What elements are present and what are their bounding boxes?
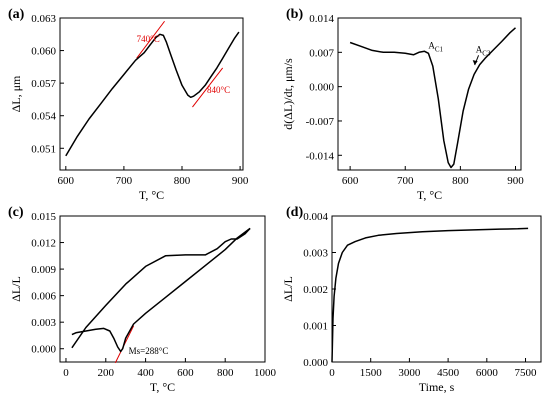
- y-tick-label: 0.057: [31, 78, 56, 90]
- series-line: [65, 31, 240, 157]
- panel-label: (d): [286, 205, 303, 220]
- annotation: Ms=288°C: [129, 346, 169, 356]
- x-tick-label: 900: [507, 175, 524, 187]
- y-tick-label: 0.000: [309, 82, 334, 94]
- x-tick-label: 1500: [360, 367, 383, 379]
- y-tick-label: 0.014: [309, 13, 334, 25]
- x-tick-label: 900: [232, 175, 249, 187]
- x-tick-label: 600: [177, 367, 194, 379]
- annotation-subscript: C1: [435, 45, 444, 53]
- x-tick-label: 800: [174, 175, 191, 187]
- y-tick-label: 0.003: [303, 248, 328, 260]
- y-tick-label: 0.003: [31, 317, 56, 329]
- y-axis-label: ΔL/L: [281, 276, 295, 302]
- annotation-subscript: C3: [482, 49, 491, 57]
- y-tick-label: 0.002: [303, 284, 328, 296]
- y-tick-label: 0.051: [31, 143, 56, 155]
- x-axis-label: T, °C: [139, 188, 164, 202]
- series-line: [71, 227, 251, 353]
- panel-a: 600 700 800 900 0.051 0.054 0.057 0.060 0.063 T, …: [8, 7, 249, 202]
- x-tick-label: 0: [63, 367, 69, 379]
- y-axis-label: d(ΔL)/dt, μm/s: [281, 58, 295, 130]
- x-tick-label: 600: [58, 175, 75, 187]
- x-axis-label: T, °C: [417, 188, 442, 202]
- x-tick-label: 400: [137, 367, 154, 379]
- plot-frame: [59, 215, 266, 363]
- x-axis-label: Time, s: [419, 380, 455, 394]
- y-tick-label: 0.060: [31, 46, 56, 58]
- panel-label: (b): [286, 7, 303, 22]
- y-tick-label: 0.001: [303, 321, 328, 333]
- tangent-line: [136, 20, 165, 59]
- x-tick-label: 0: [329, 367, 335, 379]
- y-tick-label: 0.000: [31, 344, 56, 356]
- annotation: 740°C: [137, 34, 160, 44]
- annotation: 840°C: [207, 85, 230, 95]
- series-line: [71, 227, 251, 349]
- x-tick-label: 800: [217, 367, 234, 379]
- x-tick-label: 4500: [437, 367, 460, 379]
- annotation-arrowhead: [472, 60, 478, 66]
- x-tick-label: 700: [397, 175, 414, 187]
- x-tick-label: 200: [98, 367, 115, 379]
- y-axis-label: ΔL, μm: [9, 75, 23, 112]
- x-tick-label: 700: [116, 175, 133, 187]
- x-tick-label: 7500: [515, 367, 538, 379]
- panel-b: 600 700 800 900 -0.014 -0.007 0.000 0.007 0.014 T…: [281, 7, 524, 202]
- y-axis-label: ΔL/L: [9, 276, 23, 302]
- panel-d: 0 1500 3000 4500 6000 7500 0.000 0.001 0.002 0.00…: [281, 205, 542, 394]
- panel-c: 0 200 400 600 800 1000 0.000 0.003 0.006 0.009 0.0…: [8, 205, 277, 394]
- plot-frame: [337, 17, 522, 171]
- y-tick-label: 0.012: [31, 238, 56, 250]
- y-tick-label: -0.014: [306, 150, 335, 162]
- panel-label: (c): [8, 205, 24, 220]
- y-tick-label: 0.004: [303, 211, 328, 223]
- y-tick-label: 0.000: [303, 357, 328, 369]
- y-tick-label: 0.054: [31, 111, 56, 123]
- series-line: [331, 227, 529, 363]
- plot-frame: [59, 17, 244, 171]
- x-axis-label: T, °C: [150, 380, 175, 394]
- x-tick-label: 3000: [398, 367, 421, 379]
- tangent-line: [192, 67, 224, 108]
- x-tick-label: 600: [342, 175, 359, 187]
- y-tick-label: 0.009: [31, 264, 56, 276]
- y-tick-label: 0.063: [31, 13, 56, 25]
- y-tick-label: 0.006: [31, 291, 56, 303]
- x-tick-label: 800: [452, 175, 469, 187]
- y-tick-label: -0.007: [306, 116, 335, 128]
- annotation: AC1: [428, 40, 443, 53]
- x-tick-label: 6000: [476, 367, 499, 379]
- y-tick-label: 0.007: [309, 47, 334, 59]
- panel-label: (a): [8, 7, 25, 22]
- y-tick-label: 0.015: [31, 211, 56, 223]
- x-tick-label: 1000: [254, 367, 277, 379]
- series-line: [349, 27, 516, 169]
